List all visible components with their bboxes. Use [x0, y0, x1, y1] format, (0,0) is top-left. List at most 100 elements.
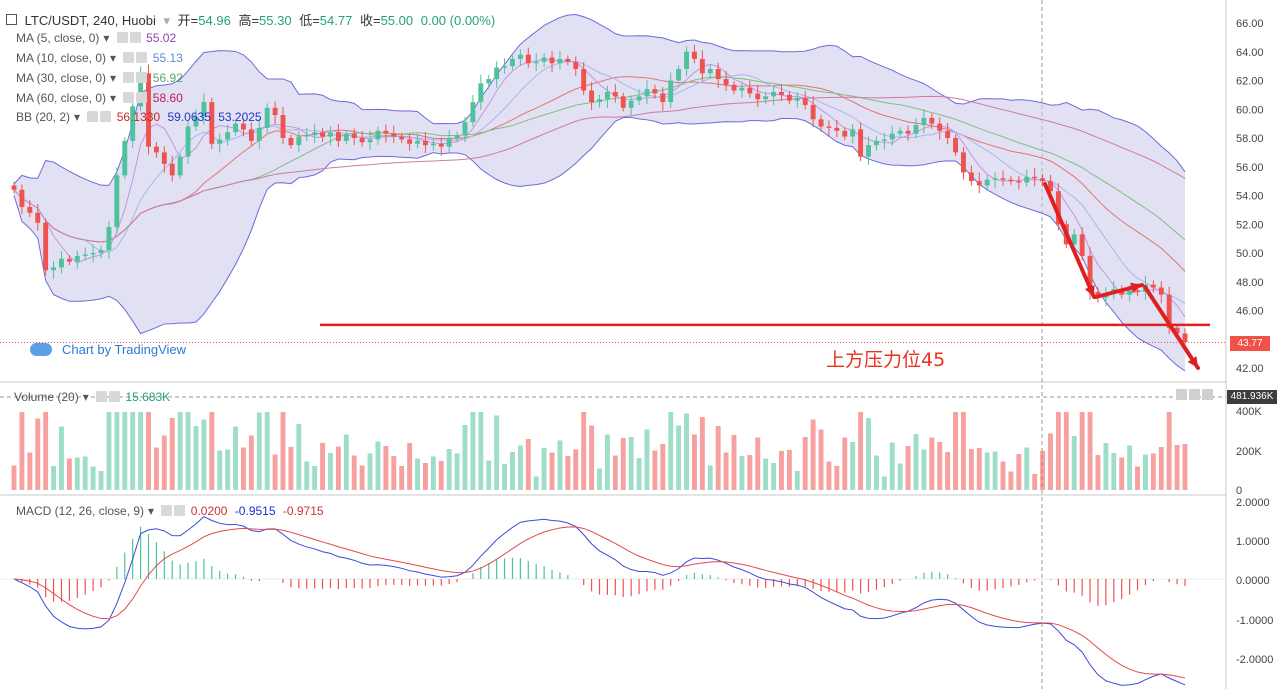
volume-bar	[264, 412, 270, 490]
chevron-down-icon[interactable]: ▾	[110, 51, 117, 65]
candle-body	[169, 163, 175, 176]
volume-bar	[11, 465, 17, 490]
candle-body	[581, 69, 587, 91]
volume-bar	[786, 450, 792, 490]
chevron-down-icon[interactable]: ▾	[110, 71, 117, 85]
volume-bar	[929, 437, 935, 490]
candle-body	[138, 73, 144, 107]
settings-icon[interactable]	[123, 52, 135, 63]
volume-bar	[422, 463, 428, 490]
ma60-legend[interactable]: MA (60, close, 0) ▾ 58.60	[16, 91, 183, 105]
volume-bar	[185, 412, 191, 490]
candle-body	[430, 143, 436, 146]
volume-bar	[1063, 412, 1069, 490]
close-icon[interactable]	[100, 111, 112, 122]
maximize-icon[interactable]	[1202, 389, 1213, 400]
candle-body	[1048, 181, 1053, 192]
volume-bar	[897, 463, 903, 490]
candle-body	[984, 179, 990, 186]
candle-body	[731, 84, 737, 91]
volume-bar	[945, 452, 951, 490]
ma5-legend[interactable]: MA (5, close, 0) ▾ 55.02	[16, 31, 177, 45]
settings-icon[interactable]	[87, 111, 99, 122]
volume-bar	[98, 471, 104, 490]
volume-bar	[1032, 474, 1038, 490]
chevron-down-icon[interactable]: ▾	[163, 13, 171, 28]
chevron-down-icon[interactable]: ▾	[148, 504, 155, 518]
candle-body	[280, 115, 286, 138]
candle-body	[185, 126, 191, 157]
volume-bar	[771, 463, 777, 490]
volume-bar	[312, 466, 318, 490]
volume-bar	[462, 425, 468, 490]
candle-body	[1016, 181, 1022, 183]
move-down-icon[interactable]	[1189, 389, 1200, 400]
low-value: 54.77	[319, 13, 353, 28]
volume-bar	[660, 444, 666, 490]
candle-body	[312, 132, 318, 136]
volume-last-tag: 481.936K	[1227, 390, 1277, 404]
volume-bar	[90, 466, 96, 490]
candle-body	[668, 80, 674, 103]
candle-body	[304, 135, 310, 137]
bb-legend[interactable]: BB (20, 2) ▾ 56.1330 59.0635 53.2025	[16, 110, 262, 124]
volume-bar	[1142, 454, 1148, 490]
settings-icon[interactable]	[123, 72, 135, 83]
macd-line	[13, 515, 1186, 686]
chevron-down-icon[interactable]: ▾	[74, 110, 81, 124]
chevron-down-icon[interactable]: ▾	[82, 390, 89, 404]
candle-body	[676, 69, 682, 81]
close-icon[interactable]	[136, 92, 148, 103]
candle-body	[525, 54, 531, 64]
candle-body	[976, 181, 982, 186]
candle-body	[375, 130, 381, 140]
close-icon[interactable]	[129, 32, 141, 43]
volume-bar	[217, 450, 223, 490]
volume-bar	[1166, 412, 1172, 490]
volume-bar	[66, 458, 72, 490]
settings-icon[interactable]	[123, 92, 135, 103]
settings-icon[interactable]	[96, 391, 108, 402]
collapse-icon[interactable]	[6, 14, 17, 25]
ma10-legend[interactable]: MA (10, close, 0) ▾ 55.13	[16, 51, 183, 65]
bollinger-upper	[13, 13, 1186, 186]
candle-body	[842, 130, 848, 137]
candle-body	[691, 51, 697, 59]
ma30-legend[interactable]: MA (30, close, 0) ▾ 56.92	[16, 71, 183, 85]
tradingview-branding[interactable]: Chart by TradingView	[30, 342, 186, 357]
candle-body	[233, 123, 238, 133]
candle-body	[1071, 234, 1077, 245]
candle-body	[399, 136, 405, 140]
volume-bar	[699, 417, 705, 490]
chevron-down-icon[interactable]: ▾	[103, 31, 110, 45]
candle-body	[755, 93, 761, 100]
volume-bar	[59, 426, 64, 490]
settings-icon[interactable]	[116, 32, 128, 43]
volume-bar	[850, 442, 856, 490]
candle-body	[597, 99, 602, 103]
candle-body	[794, 97, 800, 101]
macd-tick-label: 0.0000	[1236, 575, 1270, 587]
candle-body	[913, 125, 919, 134]
volume-bar	[375, 441, 381, 490]
candle-body	[604, 92, 610, 100]
volume-legend[interactable]: Volume (20) ▾ 15.683K	[14, 390, 171, 404]
price-tick-label: 48.00	[1236, 277, 1264, 289]
candle-body	[747, 87, 753, 94]
macd-legend[interactable]: MACD (12, 26, close, 9) ▾ 0.0200 -0.9515 …	[16, 504, 324, 518]
candle-body	[992, 178, 998, 180]
move-up-icon[interactable]	[1176, 389, 1187, 400]
pane-controls[interactable]	[1176, 387, 1215, 405]
volume-bar	[248, 435, 254, 490]
candle-body	[565, 58, 571, 62]
close-icon[interactable]	[136, 52, 148, 63]
last-price-tag: 43.77	[1230, 336, 1270, 351]
settings-icon[interactable]	[161, 505, 173, 516]
chevron-down-icon[interactable]: ▾	[110, 91, 117, 105]
close-icon[interactable]	[136, 72, 148, 83]
volume-bar	[351, 455, 357, 490]
volume-bar	[826, 461, 832, 490]
close-icon[interactable]	[174, 505, 186, 516]
close-icon[interactable]	[109, 391, 121, 402]
